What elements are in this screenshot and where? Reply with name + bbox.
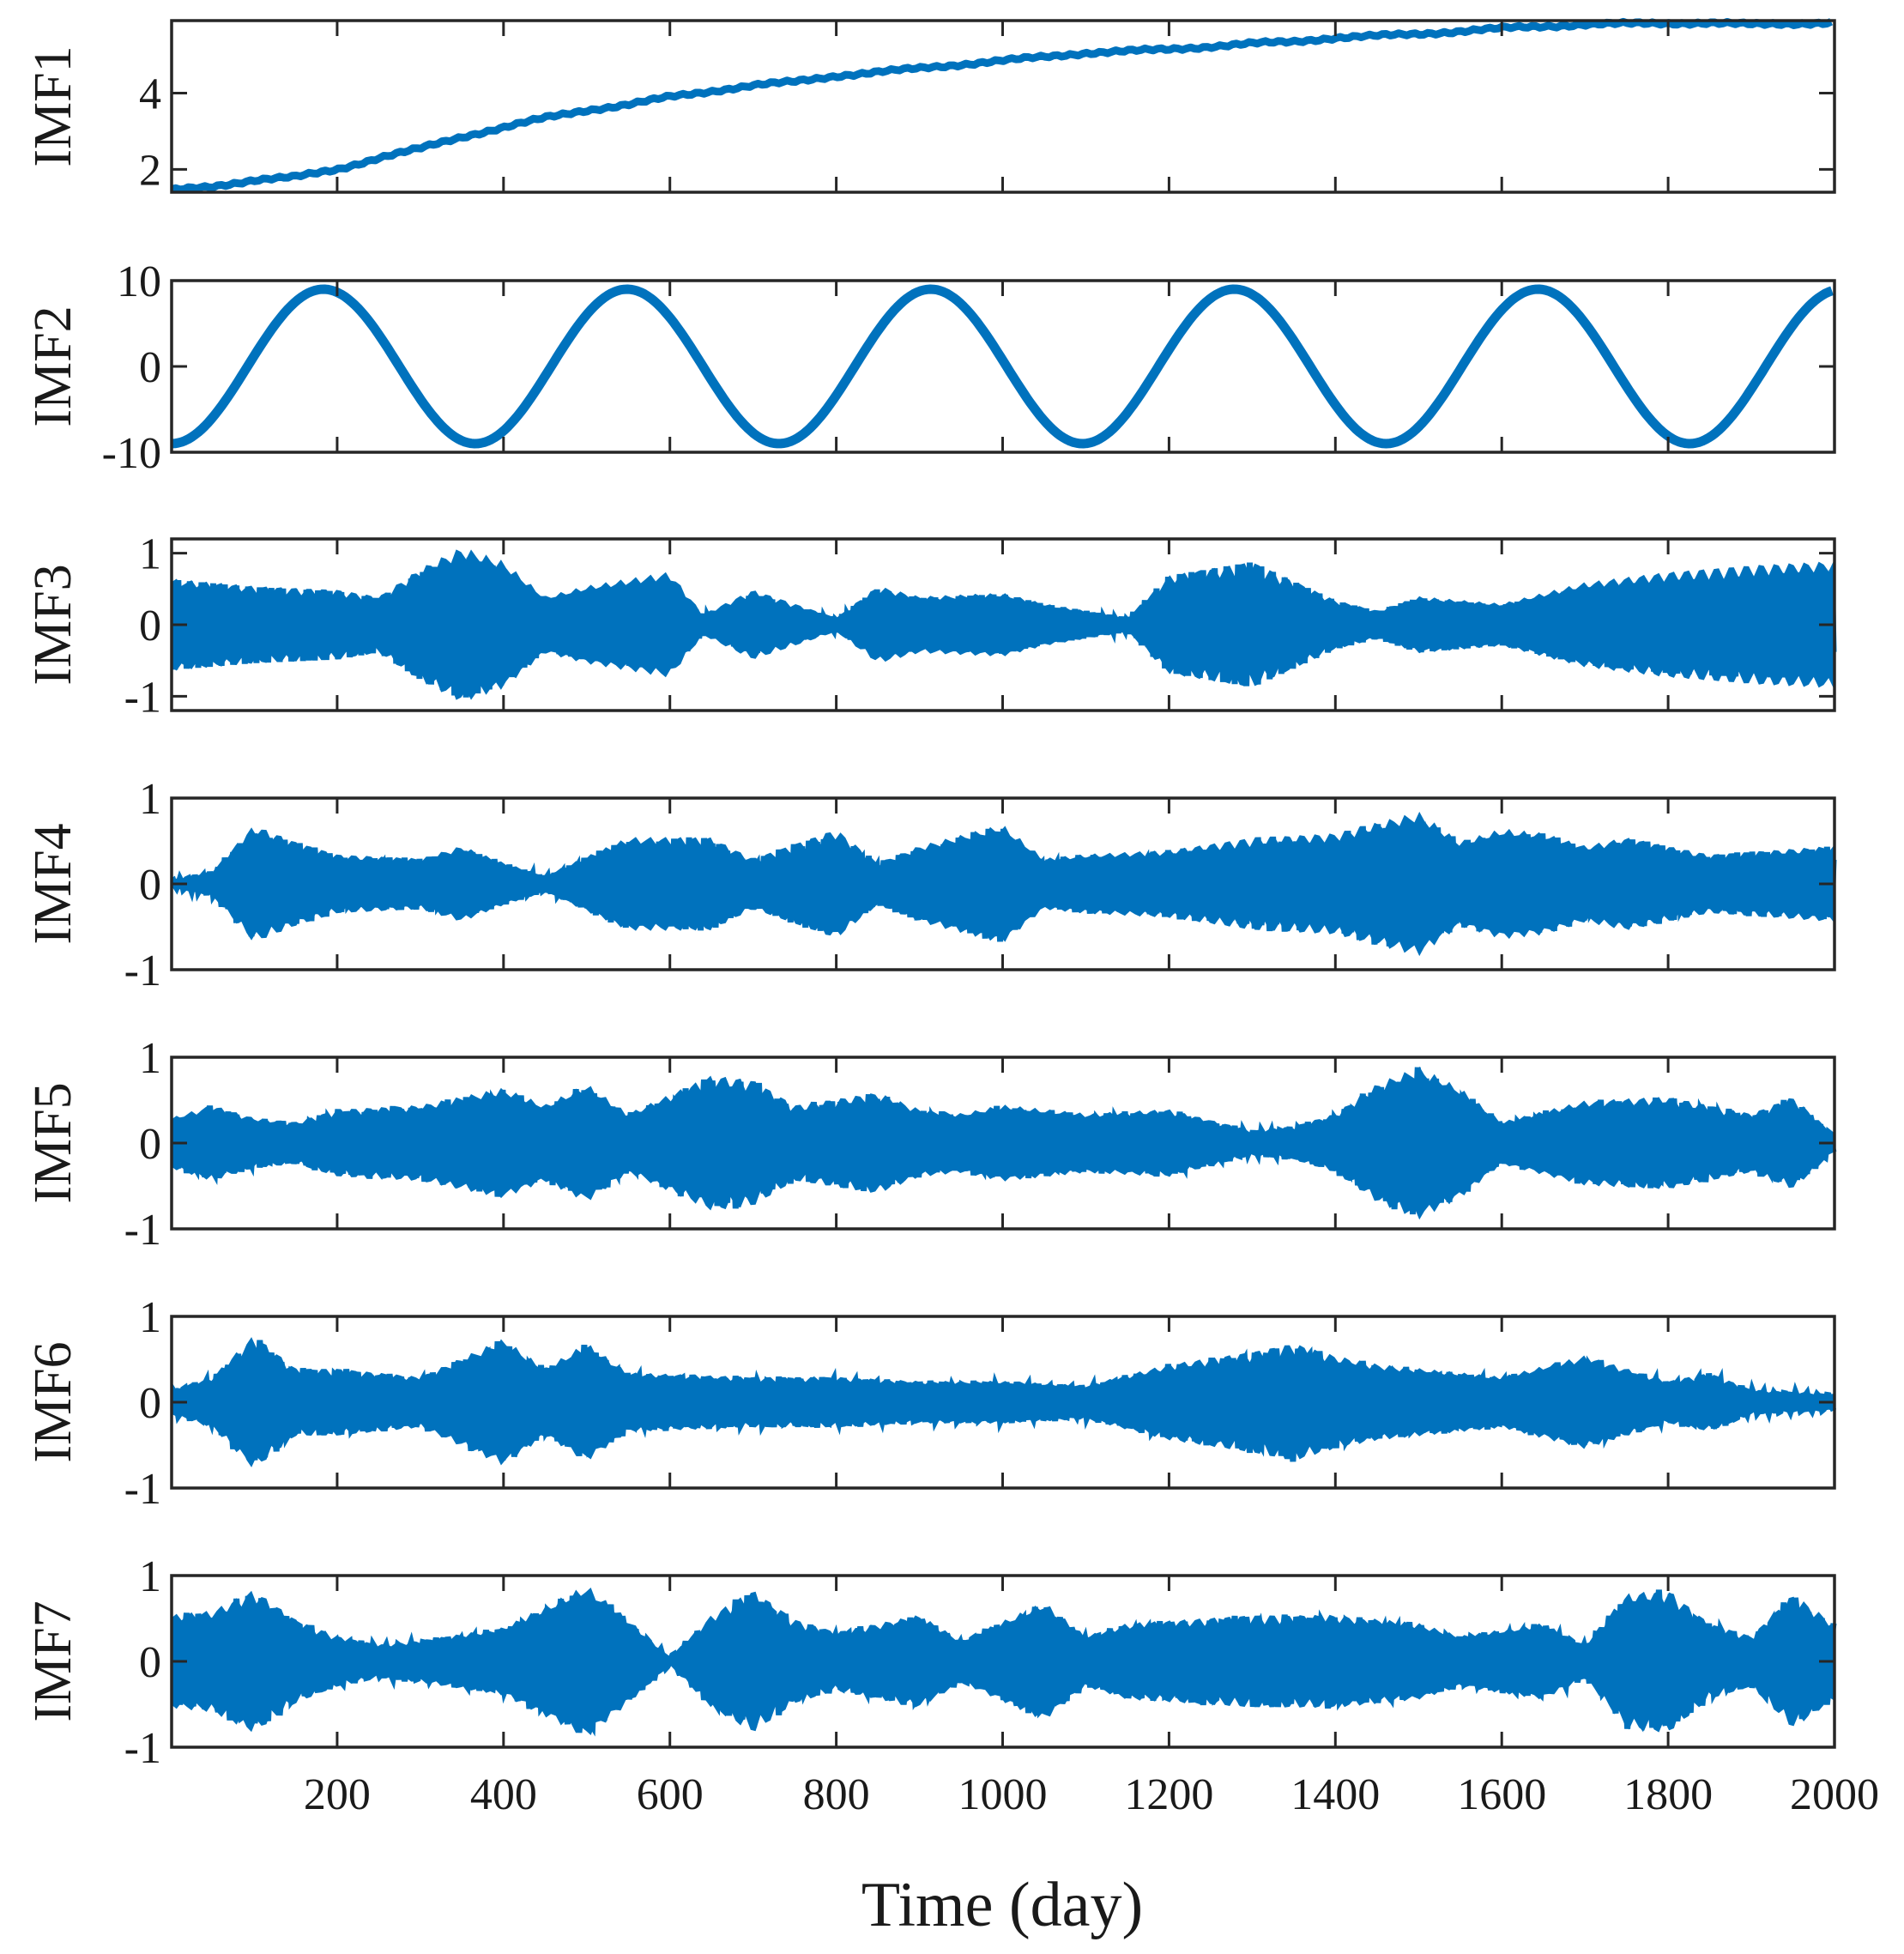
series-envelope-imf5 — [172, 1066, 1834, 1220]
x-tick-label: 800 — [803, 1770, 870, 1819]
y-axis-label-imf1: IMF1 — [24, 45, 82, 166]
panel-imf2: -10 0 10 IMF2 — [24, 257, 1836, 478]
y-tick-label: 0 — [139, 1638, 161, 1687]
series-envelope-imf3 — [172, 549, 1834, 700]
panel-imf3: -1 0 1 IMF3 — [24, 530, 1837, 722]
y-tick-label: -1 — [124, 1206, 161, 1255]
panel-imf1: 2 4 IMF1 — [24, 17, 1836, 195]
y-tick-label: 1 — [139, 1552, 161, 1601]
y-tick-label: 10 — [117, 257, 161, 306]
y-axis-label-imf7: IMF7 — [24, 1600, 82, 1721]
y-tick-label: -1 — [124, 673, 161, 722]
x-tick-label: 1200 — [1124, 1770, 1213, 1819]
x-tick-label: 1600 — [1457, 1770, 1546, 1819]
y-tick-label: 0 — [139, 861, 161, 910]
x-tick-label: 2000 — [1790, 1770, 1879, 1819]
y-tick-label: 1 — [139, 1293, 161, 1342]
x-tick-label: 600 — [637, 1770, 704, 1819]
y-axis-label-imf2: IMF2 — [24, 306, 82, 426]
x-tick-label: 1000 — [958, 1770, 1048, 1819]
x-tick-label: 1400 — [1290, 1770, 1380, 1819]
y-axis-label-imf3: IMF3 — [24, 564, 82, 685]
x-tick-label: 1800 — [1623, 1770, 1713, 1819]
y-tick-label: 1 — [139, 530, 161, 579]
y-axis-label-imf5: IMF5 — [24, 1082, 82, 1203]
x-axis-label: Time (day) — [861, 1870, 1143, 1940]
y-tick-label: 0 — [139, 1379, 161, 1428]
y-tick-label: 0 — [139, 602, 161, 650]
y-tick-label: 4 — [139, 70, 161, 118]
y-tick-label: -10 — [102, 429, 161, 478]
panel-imf6: -1 0 1 IMF6 — [24, 1293, 1837, 1514]
panels-group: 24IMF1-10010IMF2-101IMF3-101IMF4-101IMF5… — [24, 17, 1879, 1819]
y-tick-label: 1 — [139, 775, 161, 824]
panel-imf4: -1 0 1 IMF4 — [24, 775, 1837, 995]
y-tick-label: -1 — [124, 1465, 161, 1514]
series-envelope-imf7 — [172, 1588, 1834, 1735]
y-tick-label: -1 — [124, 1724, 161, 1773]
series-envelope-imf4 — [172, 811, 1834, 957]
y-tick-label: 0 — [139, 1120, 161, 1169]
series-line-imf1 — [172, 17, 1834, 194]
series-envelope-imf6 — [172, 1337, 1834, 1467]
y-tick-label: 0 — [139, 343, 161, 392]
panel-imf5: -1 0 1 IMF5 — [24, 1034, 1837, 1255]
x-tick-label: 400 — [470, 1770, 537, 1819]
x-tick-label: 200 — [304, 1770, 371, 1819]
y-tick-label: -1 — [124, 947, 161, 995]
axes-frame — [170, 19, 1836, 194]
y-axis-label-imf6: IMF6 — [24, 1341, 82, 1462]
panel-imf7: -1 0 1 IMF7 — [24, 1552, 1837, 1773]
y-tick-label: 1 — [139, 1034, 161, 1083]
y-tick-label: 2 — [139, 146, 161, 195]
y-axis-label-imf4: IMF4 — [24, 823, 82, 944]
series-line-imf2 — [172, 284, 1834, 449]
